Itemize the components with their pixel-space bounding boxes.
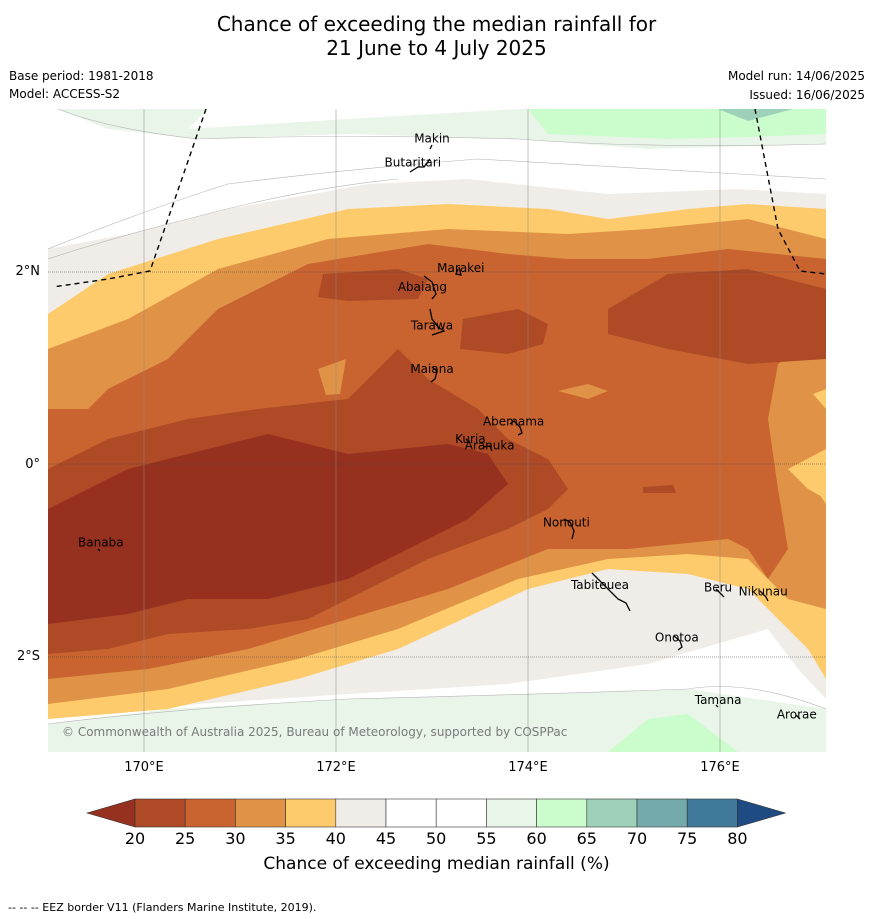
place-label-maiana: Maiana [410, 362, 453, 376]
place-label-onotoa: Onotoa [655, 631, 699, 645]
place-label-kuria: Kuria [455, 432, 486, 446]
place-label-butaritari: Butaritari [385, 155, 442, 169]
patch-tarawa [460, 309, 548, 354]
island-tarawa [429, 308, 446, 336]
place-label-beru: Beru [704, 581, 732, 595]
map-title: Chance of exceeding the median rainfall … [0, 12, 873, 60]
lon-label-170e: 170°E [124, 760, 164, 775]
lon-label-176e: 176°E [700, 760, 740, 775]
patch-abaiang [318, 269, 428, 301]
island-abemama [509, 420, 523, 436]
colorbar-tick-40: 40 [325, 829, 346, 848]
patch-east [608, 269, 826, 364]
colorbar-segment-60 [536, 798, 588, 828]
colorbar-segment-55 [486, 798, 537, 828]
island-onotoa [673, 635, 683, 651]
lat-label-2s: 2°S [16, 649, 40, 664]
zone-north-65-70 [718, 109, 793, 121]
colorbar-segment-30 [235, 798, 286, 828]
colorbar-segment-75 [686, 798, 738, 828]
colorbar [85, 798, 787, 828]
colorbar-tick-65: 65 [576, 829, 597, 848]
colorbar-extend-low [85, 798, 136, 828]
model-name: Model: ACCESS-S2 [9, 87, 121, 101]
place-label-banaba: Banaba [78, 536, 124, 550]
colorbar-segment-20 [134, 798, 186, 828]
colorbar-tick-25: 25 [175, 829, 196, 848]
colorbar-segment-65 [586, 798, 638, 828]
colorbar-segment-35 [285, 798, 337, 828]
colorbar-segment-25 [184, 798, 236, 828]
colorbar-tick-75: 75 [677, 829, 698, 848]
place-label-nonouti: Nonouti [543, 515, 590, 529]
island-butaritari [409, 158, 431, 173]
colorbar-segment-70 [636, 798, 688, 828]
zone-below-20 [48, 434, 508, 624]
island-beru [715, 588, 725, 598]
base-period: Base period: 1981-2018 [9, 69, 154, 83]
island-arorae [795, 714, 801, 720]
colorbar-tick-55: 55 [476, 829, 497, 848]
island-abaiang [423, 275, 437, 300]
eez-border [52, 109, 826, 288]
place-label-tarawa: Tarawa [410, 319, 453, 333]
colorbar-tick-30: 30 [225, 829, 246, 848]
island-aranuka [483, 445, 493, 452]
island-nonouti [563, 518, 575, 540]
island-banaba [97, 548, 101, 552]
place-label-abaiang: Abaiang [398, 280, 447, 294]
colorbar-tick-60: 60 [526, 829, 547, 848]
patch-east-edge [813, 389, 826, 409]
title-line-1: Chance of exceeding the median rainfall … [216, 12, 657, 36]
model-run: Model run: 14/06/2025 [727, 69, 865, 83]
lat-label-0: 0° [25, 457, 40, 472]
colorbar-extend-high [737, 798, 787, 828]
colorbar-segment-40 [335, 798, 387, 828]
rainfall-map: Makin Butaritari Marakei Abaiang Tarawa Maian… [48, 109, 826, 752]
island-marakei [455, 266, 462, 276]
island-maiana [430, 366, 438, 383]
place-label-makin: Makin [414, 131, 450, 145]
island-tamana [715, 704, 719, 708]
lat-label-2n: 2°N [15, 264, 41, 279]
colorbar-tick-20: 20 [124, 829, 146, 848]
place-label-abemama: Abemama [483, 415, 544, 429]
lon-label-172e: 172°E [316, 760, 356, 775]
island-makin [429, 144, 433, 150]
zone-north-60-65 [528, 109, 826, 139]
place-label-aranuka: Aranuka [465, 439, 515, 453]
place-label-marakei: Marakei [437, 261, 484, 275]
lon-label-174e: 174°E [508, 760, 548, 775]
eez-footnote: -- -- -- EEZ border V11 (Flanders Marine… [8, 901, 317, 914]
copyright-text: © Commonwealth of Australia 2025, Bureau… [62, 725, 567, 739]
place-label-nikunau: Nikunau [739, 585, 788, 599]
islands [97, 144, 801, 720]
latitude-lines [48, 271, 826, 658]
contour-lines [48, 109, 826, 725]
title-line-2: 21 June to 4 July 2025 [326, 36, 547, 60]
colorbar-segment-50 [435, 798, 487, 828]
patch-small-east [643, 485, 676, 493]
issued-date: Issued: 16/06/2025 [749, 88, 865, 102]
place-label-tamana: Tamana [694, 693, 742, 707]
island-tabiteuea [591, 572, 631, 612]
place-labels: Makin Butaritari Marakei Abaiang Tarawa Maian… [78, 131, 817, 721]
place-label-tabiteuea: Tabiteuea [570, 578, 629, 592]
colorbar-label: Chance of exceeding median rainfall (%) [263, 854, 610, 874]
patch-se-edge [813, 459, 826, 504]
colorbar-tick-80: 80 [727, 829, 748, 848]
island-kuria [465, 438, 471, 444]
colorbar-segment-45 [385, 798, 437, 828]
zone-south-60-65 [608, 714, 738, 752]
patch-center [558, 384, 608, 399]
place-label-arorae: Arorae [777, 707, 817, 721]
colorbar-tick-35: 35 [275, 829, 296, 848]
colorbar-tick-45: 45 [375, 829, 397, 848]
colorbar-tick-70: 70 [626, 829, 648, 848]
colorbar-tick-50: 50 [426, 829, 447, 848]
gridlines [143, 109, 721, 752]
patch-maiana [318, 359, 346, 395]
island-nikunau [759, 590, 769, 602]
